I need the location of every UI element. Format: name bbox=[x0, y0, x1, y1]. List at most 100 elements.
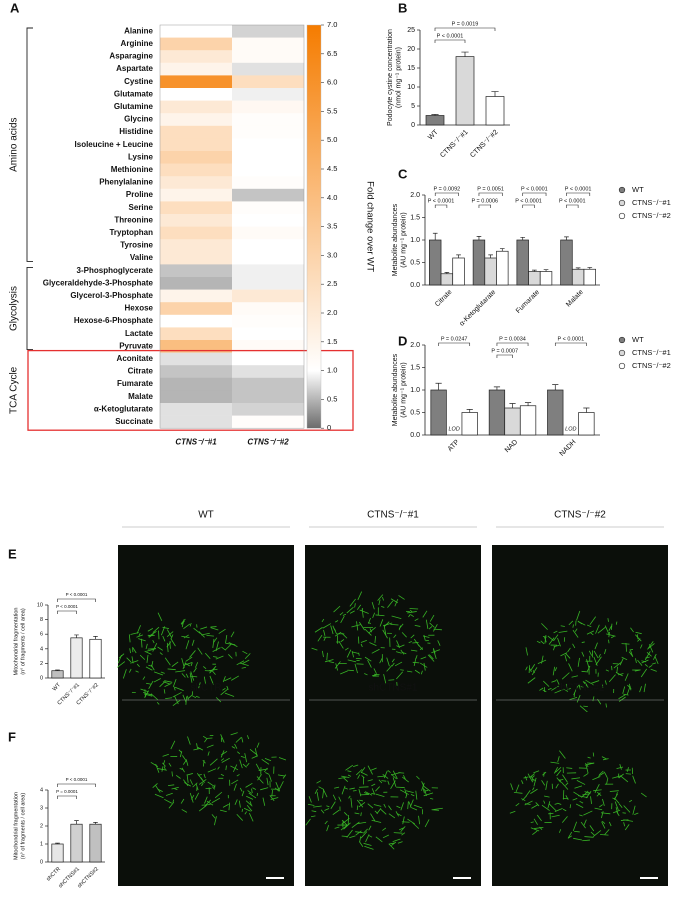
bar bbox=[425, 115, 445, 126]
mito-fragment bbox=[533, 818, 538, 825]
mito-fragment bbox=[533, 777, 537, 787]
mito-fragment bbox=[601, 811, 604, 819]
mito-fragment bbox=[163, 689, 166, 694]
colorbar-tick-label: 1.5 bbox=[327, 337, 337, 346]
mito-fragment bbox=[572, 643, 576, 649]
metabolite-label: Hexose bbox=[125, 304, 154, 313]
mito-fragment bbox=[424, 788, 427, 796]
mito-fragment bbox=[422, 787, 425, 794]
mito-fragment bbox=[195, 695, 200, 698]
mito-fragment bbox=[608, 821, 612, 827]
legend-marker bbox=[618, 362, 626, 370]
mito-fragment bbox=[185, 662, 193, 666]
mito-fragment bbox=[317, 634, 323, 642]
mito-fragment bbox=[264, 757, 272, 762]
mito-fragment bbox=[200, 777, 205, 784]
mito-fragment bbox=[236, 660, 245, 666]
mito-fragment bbox=[429, 622, 435, 628]
error-bar bbox=[532, 269, 537, 272]
mito-fragment bbox=[584, 762, 595, 766]
mito-fragment bbox=[425, 619, 429, 629]
bar bbox=[430, 389, 447, 436]
mito-fragment bbox=[314, 788, 318, 794]
y-tick-label: 6 bbox=[40, 632, 43, 638]
mito-fragment bbox=[326, 825, 330, 832]
mito-fragment bbox=[189, 650, 196, 658]
panel-letter: E bbox=[8, 546, 17, 561]
mito-fragment bbox=[347, 659, 357, 663]
mito-fragment bbox=[251, 755, 257, 759]
mito-fragment bbox=[256, 742, 260, 748]
mito-fragment bbox=[170, 740, 176, 750]
p-value: P = 0.0006 bbox=[471, 198, 498, 204]
p-value: P = 0.0092 bbox=[434, 186, 461, 192]
mito-fragment bbox=[170, 638, 176, 647]
mito-fragment bbox=[372, 674, 377, 677]
mito-fragment bbox=[350, 797, 353, 808]
colorbar-tick-label: 2.0 bbox=[327, 308, 337, 317]
mito-fragment bbox=[201, 782, 204, 787]
legend-label: CTNS⁻/⁻#2 bbox=[632, 211, 671, 220]
mito-fragment bbox=[375, 793, 385, 797]
mito-fragment bbox=[343, 822, 351, 830]
mito-fragment bbox=[356, 821, 367, 825]
mito-fragment bbox=[613, 662, 622, 669]
mito-fragment bbox=[565, 795, 569, 800]
mito-fragment bbox=[186, 774, 189, 783]
mito-fragment bbox=[192, 782, 198, 788]
mito-fragment bbox=[548, 803, 557, 812]
mito-fragment bbox=[562, 774, 568, 783]
significance-bracket bbox=[566, 192, 591, 196]
error-bar bbox=[491, 91, 499, 97]
mito-fragment bbox=[554, 803, 558, 805]
mito-fragment bbox=[558, 630, 568, 633]
x-tick-label: ATP bbox=[447, 439, 461, 453]
heat-cell bbox=[160, 390, 232, 404]
mito-fragment bbox=[556, 678, 560, 685]
mitochondria bbox=[116, 612, 251, 707]
mito-fragment bbox=[618, 694, 626, 700]
mito-fragment bbox=[373, 804, 382, 807]
mito-fragment bbox=[138, 638, 146, 642]
mito-fragment bbox=[172, 799, 174, 803]
mito-fragment bbox=[142, 676, 146, 680]
heat-cell bbox=[232, 251, 304, 265]
group-label: Glycolysis bbox=[9, 286, 20, 331]
mito-fragment bbox=[157, 646, 163, 651]
mito-fragment bbox=[184, 782, 192, 787]
mito-fragment bbox=[355, 830, 362, 836]
mito-fragment bbox=[201, 632, 210, 636]
mito-fragment bbox=[598, 770, 604, 776]
mito-fragment bbox=[334, 661, 341, 669]
mito-fragment bbox=[220, 750, 225, 758]
metabolite-label: Isoleucine + Leucine bbox=[75, 140, 154, 149]
mito-fragment bbox=[654, 655, 659, 665]
mito-fragment bbox=[632, 775, 636, 784]
metabolite-label: Glutamine bbox=[114, 102, 154, 111]
mito-fragment bbox=[412, 642, 419, 644]
mito-fragment bbox=[364, 845, 374, 850]
mito-fragment bbox=[590, 632, 594, 636]
error-bar bbox=[74, 634, 79, 638]
mito-fragment bbox=[367, 779, 373, 782]
mito-fragment bbox=[580, 821, 586, 829]
mito-fragment bbox=[377, 775, 385, 778]
colorbar bbox=[306, 24, 322, 429]
mito-fragment bbox=[342, 613, 347, 616]
mito-fragment bbox=[268, 774, 272, 782]
mito-fragment bbox=[242, 763, 247, 768]
mito-fragment bbox=[167, 784, 175, 787]
mito-fragment bbox=[383, 674, 387, 684]
y-tick-label: 1.5 bbox=[410, 214, 420, 221]
bar bbox=[70, 823, 83, 863]
mito-fragment bbox=[410, 634, 415, 639]
bar bbox=[461, 412, 478, 436]
mito-fragment bbox=[148, 664, 152, 667]
mito-fragment bbox=[338, 776, 347, 780]
mito-fragment bbox=[150, 693, 159, 701]
mito-fragment bbox=[381, 606, 385, 608]
mito-fragment bbox=[170, 634, 174, 639]
mito-fragment bbox=[139, 654, 146, 660]
mito-fragment bbox=[245, 782, 253, 788]
mito-fragment bbox=[379, 619, 384, 627]
